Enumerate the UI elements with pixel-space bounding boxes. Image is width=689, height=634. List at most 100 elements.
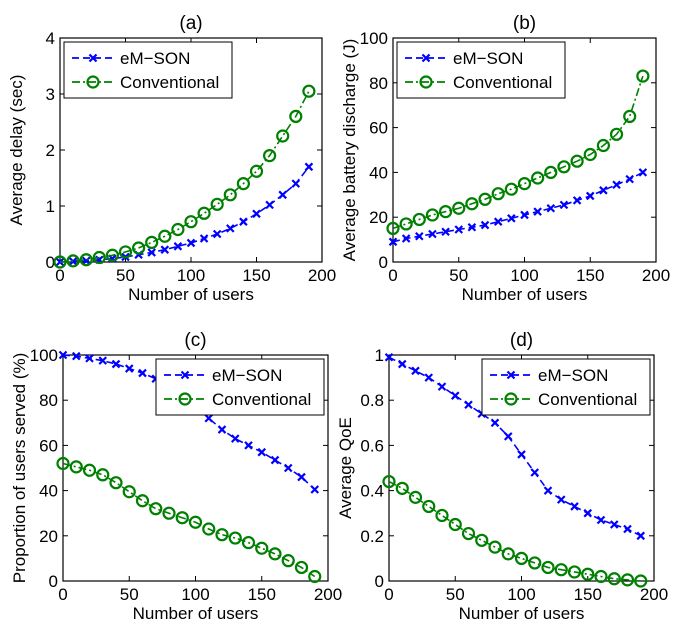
y-tick-label: 80	[369, 74, 388, 93]
data-point	[439, 205, 453, 219]
data-point	[607, 572, 621, 586]
data-point	[583, 508, 593, 518]
panel-d: 0 50 100 150 200 0 0.2 0.4 0.6 0.8 1 (d) Number of u…	[336, 330, 668, 623]
data-point	[173, 242, 183, 251]
data-point	[199, 234, 209, 243]
data-point	[223, 188, 237, 202]
data-point	[609, 127, 624, 141]
legend-marker	[504, 392, 518, 406]
data-point	[570, 154, 584, 168]
panel-b: 0 50 100 150 200 0 20 40 60 80 100 (b) Number of use…	[340, 13, 670, 304]
panel-title: (b)	[513, 13, 536, 34]
data-point	[244, 441, 253, 450]
x-axis-label: Number of users	[128, 285, 254, 304]
data-point	[465, 197, 479, 211]
y-tick-label: 100	[30, 346, 58, 365]
data-point	[514, 551, 529, 566]
x-tick-label: 200	[308, 266, 336, 285]
panel-title: (d)	[510, 330, 533, 351]
data-point	[428, 229, 437, 239]
series-line	[62, 462, 316, 578]
y-tick-label: 1	[46, 197, 55, 216]
data-point	[454, 225, 464, 234]
x-tick-label: 50	[449, 266, 468, 285]
series-em-son	[384, 352, 646, 541]
legend-box	[481, 358, 651, 416]
data-point	[634, 574, 648, 588]
x-axis-label: Number of users	[133, 604, 259, 623]
y-tick-label: 20	[39, 527, 58, 546]
data-point	[276, 129, 290, 143]
legend-label: Conventional	[212, 390, 311, 409]
data-point	[638, 168, 648, 177]
data-point	[308, 569, 322, 584]
data-point	[636, 69, 650, 83]
legend-marker	[178, 392, 192, 406]
data-point	[596, 515, 606, 525]
data-point	[596, 138, 611, 153]
y-axis-label: Average battery discharge (J)	[340, 39, 359, 262]
data-point	[437, 382, 447, 391]
series-line	[388, 480, 641, 582]
y-tick-label: 20	[369, 208, 388, 227]
series-em-son	[388, 168, 648, 247]
data-point	[493, 217, 503, 226]
legend-label: Conventional	[453, 73, 552, 92]
y-tick-label: 4	[46, 29, 55, 48]
data-point	[541, 560, 555, 575]
data-point	[197, 206, 211, 220]
data-point	[202, 522, 216, 536]
data-point	[149, 502, 163, 516]
data-point	[236, 177, 250, 191]
series-conventional	[382, 474, 648, 588]
data-point	[118, 245, 133, 259]
y-tick-label: 60	[369, 119, 388, 138]
data-point	[241, 535, 256, 550]
data-point	[531, 171, 545, 185]
series-line	[59, 166, 310, 263]
data-point	[450, 391, 460, 400]
y-axis-label: Average delay (sec)	[7, 75, 26, 226]
data-point	[92, 250, 106, 265]
data-point	[85, 354, 94, 363]
data-point	[408, 490, 423, 504]
data-point	[599, 186, 608, 195]
data-point	[441, 227, 450, 237]
panel-title: (a)	[179, 13, 202, 34]
x-axis-label: Number of users	[462, 285, 588, 304]
data-point	[520, 210, 529, 220]
x-tick-label: 200	[314, 585, 342, 604]
legend-marker	[419, 75, 433, 89]
data-point	[395, 481, 409, 495]
data-point	[528, 556, 542, 570]
x-tick-label: 0	[388, 266, 397, 285]
panel-c: 0 50 100 150 200 0 20 40 60 80 100 (c) Number of use…	[10, 330, 342, 623]
x-tick-label: 50	[446, 585, 465, 604]
data-point	[546, 203, 556, 213]
legend-box	[396, 41, 566, 99]
x-tick-label: 100	[510, 266, 538, 285]
data-point	[82, 463, 97, 477]
y-tick-label: 0.6	[360, 436, 384, 455]
data-point	[81, 256, 91, 266]
data-point	[461, 526, 476, 541]
x-axis-label: Number of users	[459, 604, 585, 623]
legend: eM−SON Conventional	[481, 358, 651, 416]
data-point	[96, 468, 110, 482]
x-tick-label: 200	[640, 585, 668, 604]
data-point	[215, 528, 229, 542]
data-point	[388, 237, 398, 247]
data-point	[401, 234, 411, 243]
data-point	[490, 418, 500, 428]
data-point	[160, 245, 170, 254]
data-point	[557, 160, 571, 174]
x-tick-label: 150	[574, 585, 602, 604]
data-point	[132, 241, 146, 255]
x-tick-label: 200	[642, 266, 670, 285]
data-point	[147, 248, 156, 257]
x-tick-label: 50	[116, 266, 135, 285]
data-point	[386, 221, 400, 235]
y-tick-label: 0.4	[360, 482, 384, 501]
data-point	[135, 494, 150, 508]
data-point	[559, 200, 569, 210]
